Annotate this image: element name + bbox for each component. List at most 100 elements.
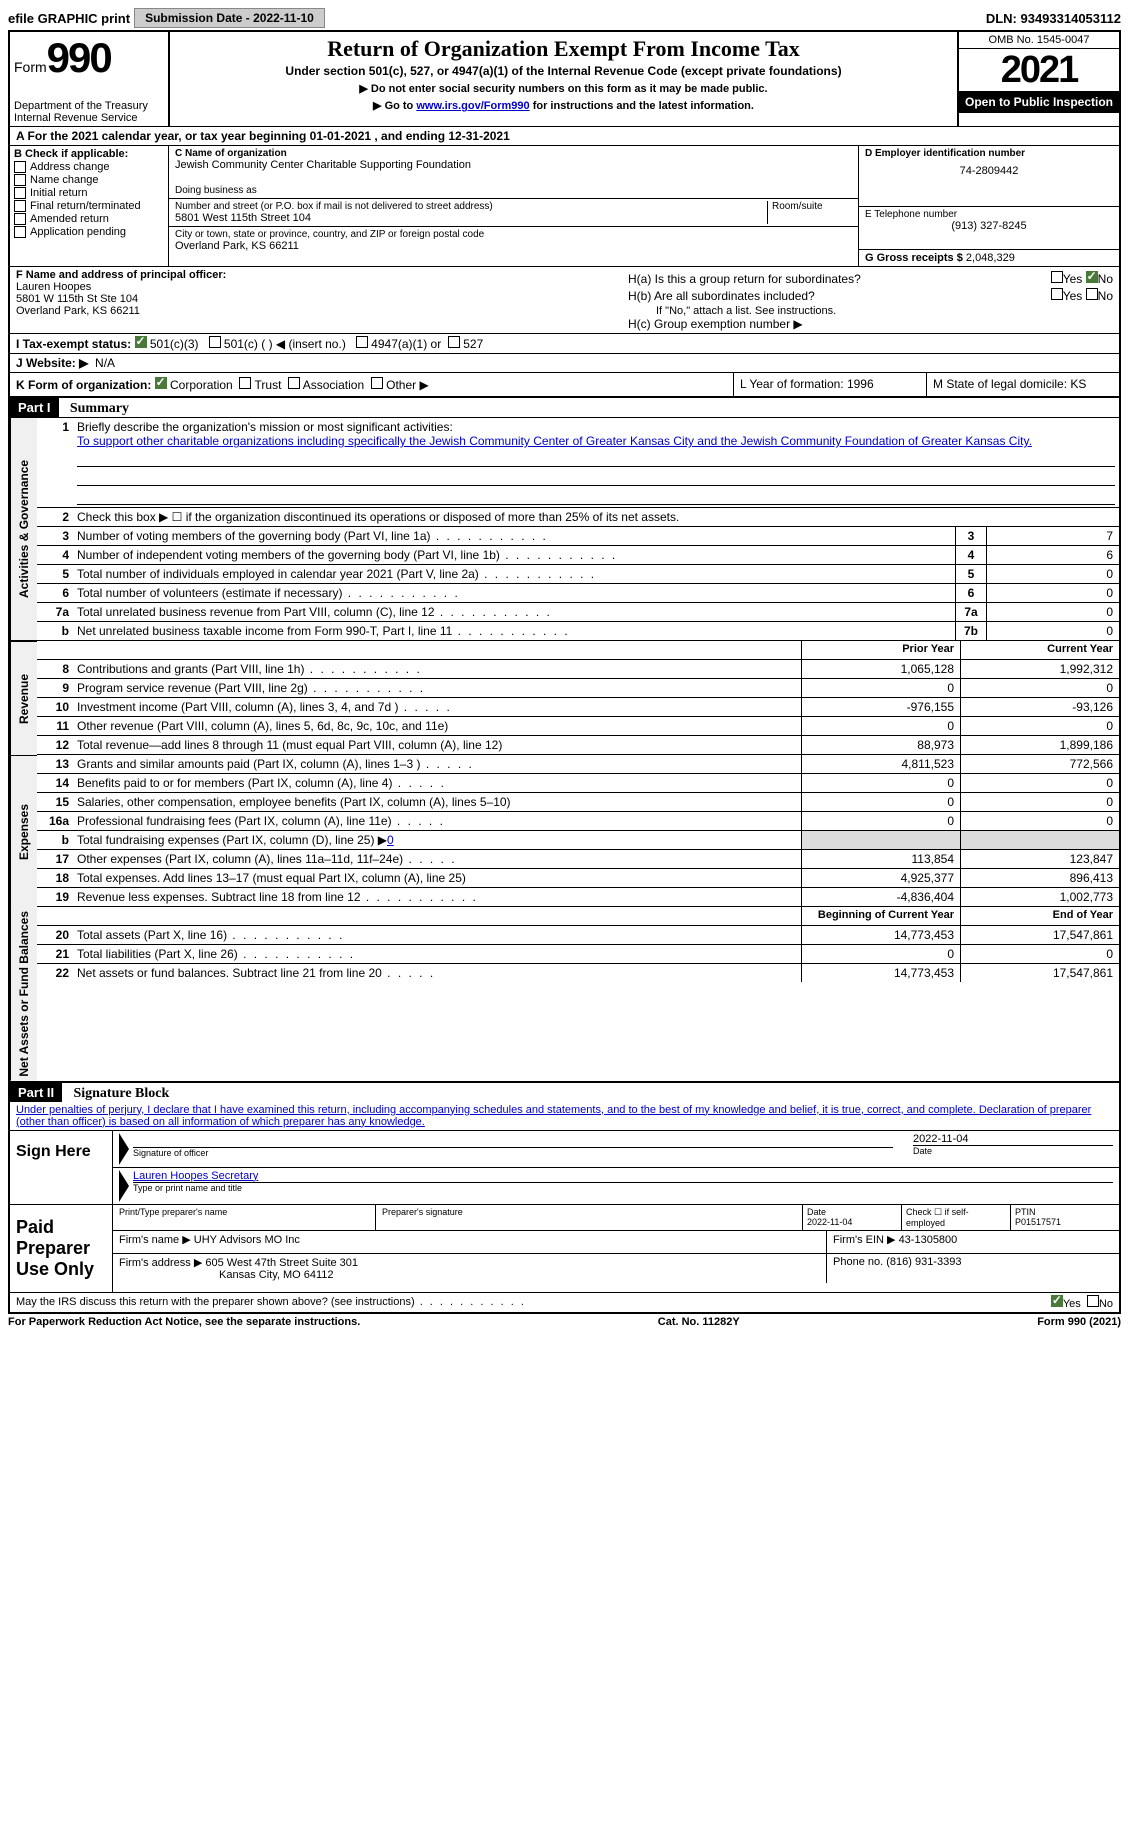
- ein-value: 74-2809442: [865, 165, 1113, 177]
- c17: 123,847: [960, 850, 1119, 868]
- c12: 1,899,186: [960, 736, 1119, 754]
- prep-line-2: Firm's name ▶ UHY Advisors MO Inc Firm's…: [113, 1231, 1119, 1254]
- cb-amended[interactable]: [14, 213, 26, 225]
- cb-pending[interactable]: [14, 226, 26, 238]
- ha-yes-label: Yes: [1063, 272, 1083, 286]
- note2-pre: ▶ Go to: [373, 100, 416, 112]
- col-b-header: B Check if applicable:: [14, 148, 164, 160]
- c19: 1,002,773: [960, 888, 1119, 906]
- officer-sig-line: Signature of officer 2022-11-04 Date: [113, 1131, 1119, 1168]
- line-12: Total revenue—add lines 8 through 11 (mu…: [73, 736, 801, 754]
- cb-other[interactable]: [371, 377, 383, 389]
- opt-assoc: Association: [303, 378, 364, 392]
- row-j: J Website: ▶ N/A: [8, 353, 1121, 372]
- l16b-link[interactable]: 0: [387, 833, 394, 847]
- type-name-label: Type or print name and title: [133, 1182, 1113, 1193]
- form-label: Form: [14, 59, 47, 75]
- vert-expenses: Expenses: [10, 755, 37, 907]
- irs-link[interactable]: www.irs.gov/Form990: [416, 100, 529, 112]
- row-klm: K Form of organization: Corporation Trus…: [8, 372, 1121, 398]
- cb-name-label: Name change: [30, 174, 99, 186]
- c18: 896,413: [960, 869, 1119, 887]
- phone-label: E Telephone number: [865, 209, 1113, 220]
- revenue-header-row: Revenue Prior YearCurrent Year 8Contribu…: [8, 641, 1121, 755]
- gross-value: 2,048,329: [966, 252, 1015, 264]
- dba-label: Doing business as: [175, 185, 852, 196]
- line-6: Total number of volunteers (estimate if …: [73, 584, 955, 602]
- officer-name-link[interactable]: Lauren Hoopes Secretary: [133, 1170, 258, 1182]
- activities-content: 1 Briefly describe the organization's mi…: [37, 418, 1119, 640]
- firm-name: UHY Advisors MO Inc: [194, 1234, 300, 1246]
- line-7b: Net unrelated business taxable income fr…: [73, 622, 955, 640]
- vert-netassets: Net Assets or Fund Balances: [10, 907, 37, 1081]
- p11: 0: [801, 717, 960, 735]
- expenses-section: Expenses 13Grants and similar amounts pa…: [8, 755, 1121, 907]
- hb-no[interactable]: [1086, 288, 1098, 300]
- cb-4947[interactable]: [356, 336, 368, 348]
- submission-button[interactable]: Submission Date - 2022-11-10: [134, 8, 325, 28]
- opt-501c3: 501(c)(3): [150, 337, 199, 351]
- sign-here-label: Sign Here: [10, 1131, 113, 1204]
- prep-line-1: Print/Type preparer's name Preparer's si…: [113, 1205, 1119, 1231]
- irs-label: Internal Revenue Service: [14, 112, 164, 124]
- val-6: 0: [986, 584, 1119, 602]
- line-10: Investment income (Part VIII, column (A)…: [73, 698, 801, 716]
- c10: -93,126: [960, 698, 1119, 716]
- ptin-label: PTIN: [1015, 1207, 1036, 1217]
- discuss-no[interactable]: [1087, 1295, 1099, 1307]
- cb-assoc[interactable]: [288, 377, 300, 389]
- l16b-pre: Total fundraising expenses (Part IX, col…: [77, 833, 387, 847]
- val-5: 0: [986, 565, 1119, 583]
- cb-initial-label: Initial return: [30, 187, 87, 199]
- cb-corp[interactable]: [155, 377, 167, 389]
- officer-addr1: 5801 W 115th St Ste 104: [16, 293, 616, 305]
- firm-ein-label: Firm's EIN ▶: [833, 1234, 896, 1246]
- ha-no[interactable]: [1086, 271, 1098, 283]
- c9: 0: [960, 679, 1119, 697]
- prep-date-cell: Date2022-11-04: [803, 1205, 902, 1230]
- netassets-section: Net Assets or Fund Balances Beginning of…: [8, 907, 1121, 1083]
- firm-ein: 43-1305800: [899, 1234, 958, 1246]
- opt-527: 527: [463, 337, 483, 351]
- declaration-link[interactable]: Under penalties of perjury, I declare th…: [16, 1104, 1091, 1128]
- prep-line-3: Firm's address ▶ 605 West 47th Street Su…: [113, 1254, 1119, 1283]
- hb-yes[interactable]: [1051, 288, 1063, 300]
- cb-527[interactable]: [448, 336, 460, 348]
- row-m: M State of legal domicile: KS: [926, 373, 1119, 396]
- h-cell: H(a) Is this a group return for subordin…: [622, 267, 1119, 333]
- hc-label: H(c) Group exemption number ▶: [628, 317, 1113, 331]
- discuss-yes[interactable]: [1051, 1295, 1063, 1307]
- org-name: Jewish Community Center Charitable Suppo…: [175, 159, 852, 171]
- discuss-no-label: No: [1099, 1298, 1113, 1310]
- phone-cell: E Telephone number (913) 327-8245: [859, 207, 1119, 250]
- p8: 1,065,128: [801, 660, 960, 678]
- p13: 4,811,523: [801, 755, 960, 773]
- org-name-cell: C Name of organization Jewish Community …: [169, 146, 858, 199]
- form-title: Return of Organization Exempt From Incom…: [174, 36, 953, 62]
- header-left: Form990 Department of the Treasury Inter…: [10, 32, 170, 126]
- prep-date-label: Date: [807, 1207, 826, 1217]
- line-21: Total liabilities (Part X, line 26): [73, 945, 801, 963]
- city-cell: City or town, state or province, country…: [169, 227, 858, 254]
- officer-name: Lauren Hoopes: [16, 281, 616, 293]
- p16a: 0: [801, 812, 960, 830]
- l1-text[interactable]: To support other charitable organization…: [77, 434, 1032, 448]
- header-center: Return of Organization Exempt From Incom…: [170, 32, 957, 126]
- footer-form: Form 990 (2021): [1037, 1316, 1121, 1328]
- cb-name[interactable]: [14, 174, 26, 186]
- ha-yes[interactable]: [1051, 271, 1063, 283]
- cb-501c3[interactable]: [135, 336, 147, 348]
- line-5: Total number of individuals employed in …: [73, 565, 955, 583]
- cb-address[interactable]: [14, 161, 26, 173]
- cb-initial[interactable]: [14, 187, 26, 199]
- p19: -4,836,404: [801, 888, 960, 906]
- val-4: 6: [986, 546, 1119, 564]
- cb-501c[interactable]: [209, 336, 221, 348]
- note-2: ▶ Go to www.irs.gov/Form990 for instruct…: [174, 99, 953, 112]
- note-1: ▶ Do not enter social security numbers o…: [174, 82, 953, 95]
- cb-final[interactable]: [14, 200, 26, 212]
- line-15: Salaries, other compensation, employee b…: [73, 793, 801, 811]
- line-18: Total expenses. Add lines 13–17 (must eq…: [73, 869, 801, 887]
- cb-trust[interactable]: [239, 377, 251, 389]
- city-label: City or town, state or province, country…: [175, 229, 852, 240]
